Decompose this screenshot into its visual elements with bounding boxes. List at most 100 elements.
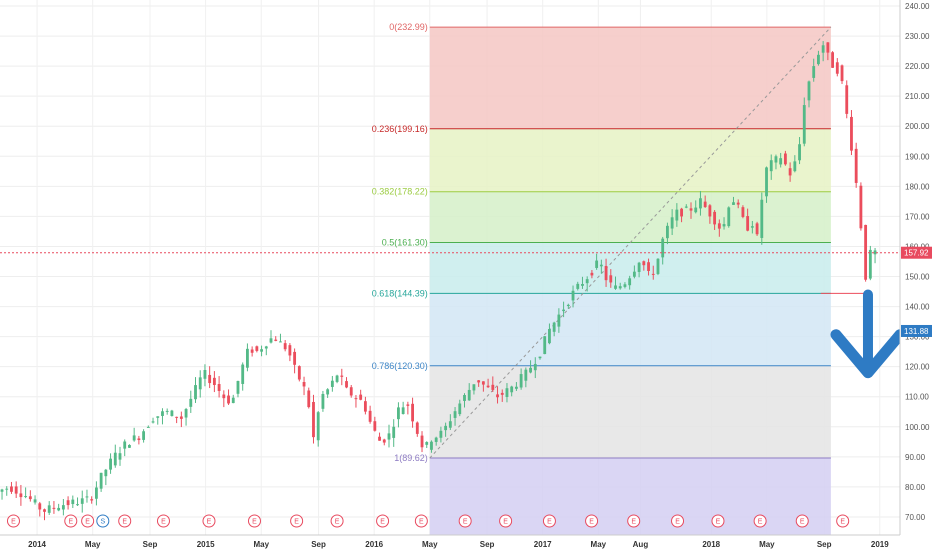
candle-body [264, 346, 268, 349]
event-marker-label: E [335, 519, 340, 526]
candle-body [316, 412, 320, 441]
candle-body [326, 389, 330, 395]
event-marker-label: E [380, 519, 385, 526]
candle-body [571, 290, 575, 301]
y-tick-label: 200.00 [905, 122, 930, 131]
candle-body [746, 216, 750, 231]
event-marker-icon [118, 514, 132, 528]
x-tick-label: Sep [311, 540, 326, 549]
event-marker-label: E [675, 519, 680, 526]
time-axis: 2014 May Sep 2015 May Sep 2016 May Sep 2017 May Aug… [0, 534, 900, 549]
candle-body [783, 153, 787, 165]
candle-body [807, 81, 811, 101]
candle-body [642, 261, 646, 266]
candle-body [647, 262, 650, 271]
x-tick-label: 2015 [197, 540, 215, 549]
candle-body [514, 386, 518, 389]
candle-body [401, 407, 405, 415]
candle-body [552, 322, 556, 332]
x-tick-label: 2018 [702, 540, 720, 549]
candle-body [755, 223, 759, 235]
candle-body [415, 422, 419, 434]
candle-body [651, 273, 655, 275]
candle-body [80, 498, 84, 504]
candle-body [727, 207, 731, 227]
candle-body [826, 42, 830, 53]
fib-zone-band [429, 191, 831, 243]
candle-body [312, 401, 315, 438]
y-tick-label: 170.00 [905, 212, 930, 221]
candle-body [472, 384, 476, 391]
candle-body [165, 410, 169, 412]
event-marker-icon [836, 514, 850, 528]
y-tick-label: 140.00 [905, 303, 930, 312]
event-marker-label: E [589, 519, 594, 526]
candle-body [279, 341, 282, 343]
y-tick-label: 210.00 [905, 92, 930, 101]
x-tick-label: 2014 [28, 540, 46, 549]
event-marker-label: E [716, 519, 721, 526]
candle-body [430, 441, 433, 450]
candle-body [38, 503, 42, 510]
candle-body [760, 199, 764, 238]
arrow-head [830, 329, 906, 379]
target-price-tag-bg [901, 324, 932, 337]
candle-body [378, 436, 381, 441]
candle-body [128, 444, 131, 448]
candle-body [557, 314, 561, 327]
event-marker-icon [290, 514, 304, 528]
candle-body [382, 439, 386, 443]
y-tick-label: 180.00 [905, 182, 930, 191]
event-marker-icon [156, 514, 170, 528]
candle-body [194, 385, 197, 400]
candle-body [595, 260, 599, 268]
candle-body [533, 363, 537, 371]
candle-body [113, 452, 117, 466]
candle-body [392, 426, 396, 438]
y-tick-label: 100.00 [905, 423, 930, 432]
candle-body [585, 279, 589, 284]
event-marker-label: E [547, 519, 552, 526]
candle-body [425, 442, 429, 445]
fib-zone-band [429, 242, 831, 294]
fib-zone-band [429, 365, 831, 458]
candle-body [868, 249, 872, 279]
candle-body [156, 416, 160, 418]
candle-body [47, 505, 51, 513]
candle-body [198, 377, 202, 390]
candle-body [411, 403, 414, 422]
x-tick-label: 2017 [534, 540, 552, 549]
candle-body [43, 509, 46, 512]
candle-body [363, 401, 367, 412]
candle-body [684, 206, 688, 208]
candle-body [142, 431, 146, 440]
candle-body [774, 156, 778, 163]
y-tick-label: 240.00 [905, 2, 930, 11]
price-axis-bg [900, 0, 932, 550]
current-price-tag-bg [901, 246, 932, 259]
candle-body [604, 265, 608, 281]
x-tick-label: May [759, 540, 775, 549]
event-marker-label: E [122, 519, 127, 526]
down-arrow-icon [830, 289, 906, 379]
fib-level-label: 0.382(178.22) [372, 187, 428, 197]
event-marker-icon [202, 514, 216, 528]
candle-body [835, 62, 839, 74]
candle-body [345, 381, 348, 388]
fib-trend-line [429, 26, 832, 459]
candle-body [831, 52, 834, 68]
x-tick-label: May [591, 540, 607, 549]
candle-body [486, 385, 490, 388]
candle-body [628, 278, 632, 286]
x-tick-label: 2019 [871, 540, 889, 549]
candle-body [859, 185, 863, 229]
candle-body [505, 388, 509, 398]
event-marker-icon [64, 514, 78, 528]
candle-body [736, 202, 740, 205]
candle-body [359, 394, 363, 400]
candle-body [765, 167, 768, 197]
candle-body [175, 416, 179, 418]
y-tick-label: 80.00 [905, 483, 926, 492]
candle-body [708, 205, 712, 217]
